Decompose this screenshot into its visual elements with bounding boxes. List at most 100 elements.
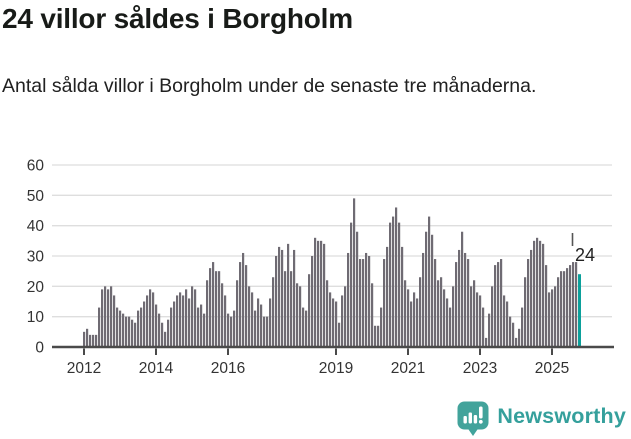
bar bbox=[152, 292, 155, 347]
bar bbox=[485, 337, 488, 347]
bar bbox=[548, 292, 551, 347]
bar bbox=[452, 286, 455, 347]
bar bbox=[293, 249, 296, 347]
logo-bubble bbox=[457, 401, 489, 429]
bar bbox=[206, 280, 209, 347]
x-tick-label: 2019 bbox=[319, 360, 353, 377]
y-tick-label: 20 bbox=[27, 279, 45, 296]
bar bbox=[182, 295, 185, 347]
bar bbox=[167, 319, 170, 347]
bar bbox=[140, 307, 143, 347]
bar bbox=[395, 207, 398, 347]
bar bbox=[338, 322, 341, 347]
bar bbox=[122, 313, 125, 347]
bar bbox=[425, 231, 428, 347]
bar bbox=[494, 265, 497, 347]
logo-bubble-tail bbox=[467, 427, 479, 436]
bar bbox=[146, 295, 149, 347]
bar bbox=[260, 304, 263, 347]
bar bbox=[248, 286, 251, 347]
bar bbox=[323, 243, 326, 347]
bar bbox=[377, 325, 380, 347]
bar bbox=[197, 307, 200, 347]
bar bbox=[191, 286, 194, 347]
bar bbox=[224, 295, 227, 347]
bar bbox=[347, 252, 350, 347]
bar bbox=[194, 289, 197, 347]
bar bbox=[290, 271, 293, 347]
bar bbox=[245, 265, 248, 347]
logo-bar-medium bbox=[468, 412, 473, 423]
bar bbox=[470, 286, 473, 347]
bar bbox=[434, 259, 437, 347]
newsworthy-logo-icon bbox=[457, 401, 489, 436]
bar bbox=[332, 298, 335, 347]
bar bbox=[404, 280, 407, 347]
bar bbox=[455, 262, 458, 347]
x-tick-label: 2021 bbox=[391, 360, 425, 377]
bar bbox=[557, 277, 560, 347]
bar bbox=[566, 268, 569, 347]
bar bbox=[239, 262, 242, 347]
bar bbox=[410, 301, 413, 347]
bar bbox=[407, 289, 410, 347]
bar bbox=[413, 292, 416, 347]
latest-value-label: 24 bbox=[575, 245, 595, 265]
bar bbox=[398, 222, 401, 347]
bar bbox=[110, 286, 113, 347]
bar bbox=[326, 280, 329, 347]
bar bbox=[329, 292, 332, 347]
bar bbox=[125, 316, 128, 347]
bar bbox=[380, 307, 383, 347]
bar bbox=[230, 316, 233, 347]
bar bbox=[101, 289, 104, 347]
bar bbox=[539, 240, 542, 347]
bar bbox=[212, 262, 215, 347]
bar bbox=[116, 307, 119, 347]
bar bbox=[503, 295, 506, 347]
bar bbox=[158, 313, 161, 347]
bar bbox=[482, 307, 485, 347]
bar bbox=[320, 240, 323, 347]
bar bbox=[203, 313, 206, 347]
y-tick-label: 30 bbox=[27, 249, 45, 266]
page-title: 24 villor såldes i Borgholm bbox=[2, 3, 353, 34]
bar bbox=[296, 283, 299, 347]
bar bbox=[458, 249, 461, 347]
bar bbox=[575, 262, 578, 347]
bar bbox=[419, 277, 422, 347]
bar bbox=[314, 237, 317, 347]
bar bbox=[506, 301, 509, 347]
x-tick-label: 2025 bbox=[535, 360, 569, 377]
logo-bar-tall bbox=[474, 414, 478, 423]
bar bbox=[551, 289, 554, 347]
bar bbox=[473, 280, 476, 347]
bar bbox=[527, 259, 530, 347]
bar bbox=[278, 246, 281, 347]
highlight-bar-latest bbox=[578, 274, 581, 347]
bar bbox=[269, 298, 272, 347]
bar bbox=[500, 259, 503, 347]
bar bbox=[173, 301, 176, 347]
x-tick-label: 2012 bbox=[67, 360, 101, 377]
bar bbox=[530, 249, 533, 347]
bar bbox=[545, 265, 548, 347]
bar bbox=[467, 259, 470, 347]
bar bbox=[92, 334, 95, 347]
bar bbox=[509, 316, 512, 347]
bar bbox=[443, 289, 446, 347]
bar bbox=[392, 216, 395, 347]
bar bbox=[401, 246, 404, 347]
bar bbox=[305, 310, 308, 347]
bar bbox=[209, 268, 212, 347]
bar bbox=[563, 271, 566, 347]
bar bbox=[374, 325, 377, 347]
bar bbox=[275, 256, 278, 347]
bar bbox=[512, 322, 515, 347]
bar bbox=[281, 249, 284, 347]
bar bbox=[161, 322, 164, 347]
logo-bar-small bbox=[463, 415, 468, 423]
bar bbox=[515, 337, 518, 347]
